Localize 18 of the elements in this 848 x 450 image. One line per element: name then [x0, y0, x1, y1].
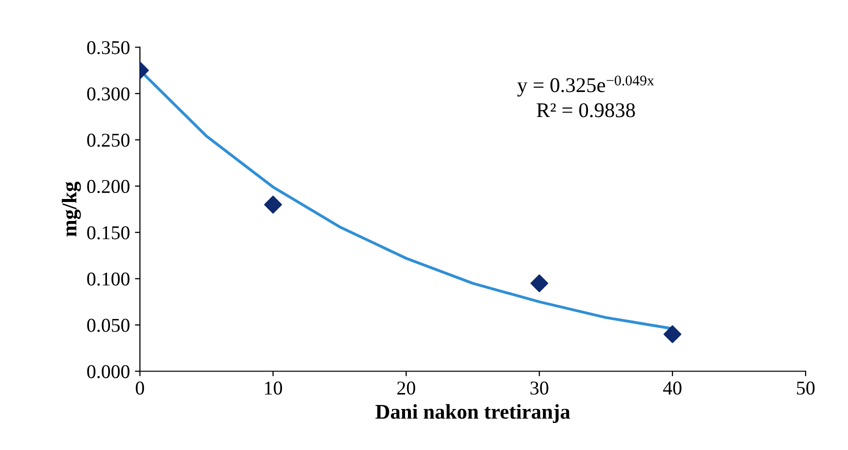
annotation: y = 0.325e$^{−0.049x}$: [517, 76, 654, 96]
x-tick-label: 50: [797, 382, 815, 395]
x-tick-label: 10: [265, 382, 282, 395]
y-tick-label: 0.100: [87, 272, 130, 286]
y-tick-label: 0.000: [87, 365, 130, 378]
x-axis-title: Dani nakon tretiranja: [376, 404, 570, 424]
y-tick-label: 0.250: [87, 134, 130, 147]
y-tick-label: 0.350: [87, 41, 130, 54]
annotation: R² = 0.9838: [536, 103, 635, 118]
y-tick-label: 0.050: [87, 318, 130, 332]
y-tick-label: 0.150: [87, 226, 130, 240]
x-tick-label: 20: [397, 382, 416, 395]
x-tick-label: 40: [663, 382, 682, 395]
y-tick-label: 0.200: [87, 180, 130, 194]
x-tick-label: 0: [136, 382, 144, 395]
x-tick-label: 30: [530, 382, 548, 395]
y-tick-label: 0.300: [87, 87, 130, 101]
y-axis-title: mg/kg: [62, 182, 81, 236]
